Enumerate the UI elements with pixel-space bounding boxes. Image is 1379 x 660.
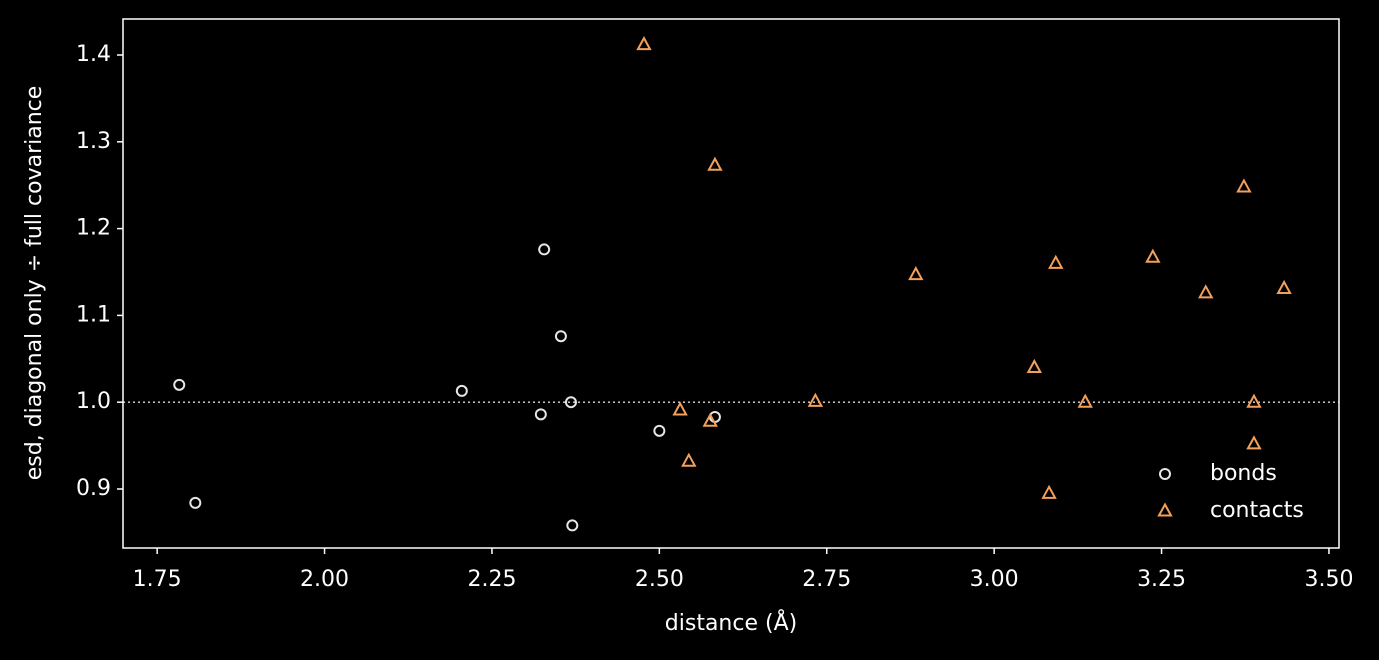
legend-label: contacts xyxy=(1210,498,1304,523)
data-point xyxy=(1026,358,1043,373)
data-point xyxy=(1198,284,1214,299)
data-point xyxy=(1145,248,1161,263)
data-point xyxy=(534,408,547,421)
x-tick-label: 2.25 xyxy=(467,567,516,592)
data-point xyxy=(807,392,824,407)
data-point xyxy=(1246,393,1262,408)
data-point xyxy=(636,36,652,51)
data-point xyxy=(564,396,577,409)
x-tick-label: 2.50 xyxy=(635,567,684,592)
x-tick-label: 3.25 xyxy=(1137,567,1186,592)
legend-marker xyxy=(1159,468,1171,480)
data-point xyxy=(653,424,666,437)
y-tick-label: 1.0 xyxy=(76,389,111,414)
data-point xyxy=(702,412,718,427)
y-tick-label: 0.9 xyxy=(76,476,111,501)
legend-marker xyxy=(1157,502,1173,517)
data-point xyxy=(1077,393,1093,408)
data-point xyxy=(672,401,688,416)
data-point xyxy=(1276,279,1292,294)
data-point xyxy=(681,452,697,467)
y-tick-label: 1.2 xyxy=(76,216,111,241)
data-point xyxy=(1236,178,1252,193)
y-tick-label: 1.1 xyxy=(76,302,111,327)
x-tick-label: 1.75 xyxy=(133,567,182,592)
data-point xyxy=(1048,254,1064,269)
plot-frame xyxy=(122,18,1340,549)
y-axis-label: esd, diagonal only ÷ full covariance xyxy=(22,86,47,481)
data-point xyxy=(538,243,551,256)
data-point xyxy=(707,156,723,171)
data-point xyxy=(1246,435,1262,450)
legend-label: bonds xyxy=(1210,461,1277,486)
data-point xyxy=(455,384,468,397)
x-axis-label: distance (Å) xyxy=(665,609,797,636)
y-tick-label: 1.3 xyxy=(76,129,111,154)
data-point xyxy=(554,330,567,343)
x-tick-label: 3.00 xyxy=(970,567,1019,592)
x-tick-label: 2.75 xyxy=(802,567,851,592)
data-point xyxy=(1041,484,1057,499)
data-point xyxy=(566,519,579,532)
x-tick-label: 3.50 xyxy=(1304,567,1353,592)
y-tick-label: 1.4 xyxy=(76,42,111,67)
data-point xyxy=(908,266,924,281)
data-point xyxy=(173,378,186,391)
data-point xyxy=(189,496,202,509)
x-tick-label: 2.00 xyxy=(300,567,349,592)
